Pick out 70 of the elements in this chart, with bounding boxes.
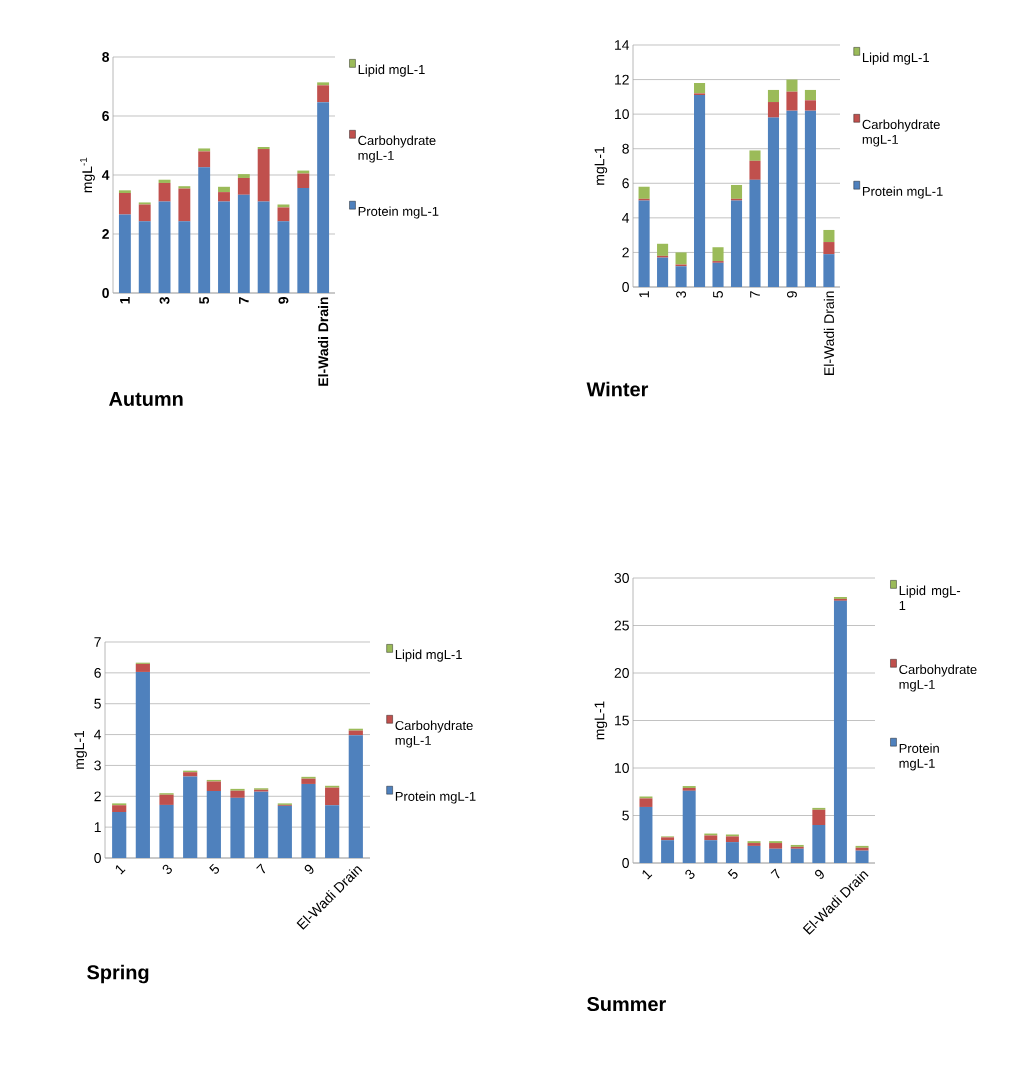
y-tick-label: 10	[615, 109, 629, 120]
x-tick-label: 7	[770, 868, 780, 879]
x-tick-label: 5	[727, 868, 738, 879]
x-tick-label: 9	[304, 864, 314, 874]
y-tick-label: 5	[94, 698, 101, 709]
x-tick-label: 3	[162, 864, 172, 874]
legend-label: Protein mgL-1	[899, 743, 939, 771]
x-tick-label: 7	[750, 291, 760, 298]
legend-label: Carbohydrate mgL-1	[899, 664, 977, 692]
y-tick-label: 25	[614, 620, 629, 631]
y-tick-label: 7	[94, 637, 101, 647]
legend-label: Carbohydrate mgL-1	[358, 135, 436, 163]
y-tick-label: 0	[622, 282, 629, 292]
x-tick-label: 1	[642, 870, 653, 880]
x-tick-label: 5	[199, 296, 210, 304]
y-tick-label: 4	[622, 213, 630, 223]
y-tick-label: 0	[102, 288, 109, 298]
y-tick-label: 2	[94, 791, 101, 802]
y-tick-label: 2	[622, 247, 629, 258]
text: Winter	[586, 381, 649, 397]
legend-label: Lipid mgL-1	[395, 649, 462, 662]
x-tick-label: 7	[239, 297, 249, 304]
y-tick-label: 8	[102, 52, 110, 62]
legend-label: Carbohydrate mgL-1	[862, 119, 940, 147]
y-tick-label: 2	[102, 229, 109, 239]
y-tick-label: 8	[622, 143, 629, 154]
y-tick-label: 30	[614, 573, 629, 583]
x-tick-label: 5	[209, 863, 220, 874]
x-tick-label: El-Wadi Drain	[317, 297, 329, 386]
legend-label: Carbohydrate mgL-1	[395, 720, 473, 748]
x-tick-label: 5	[713, 291, 723, 298]
x-tick-label: 9	[815, 869, 824, 879]
x-tick-label: 3	[685, 869, 695, 879]
y-axis-title: mgL$^{-1}$	[80, 157, 95, 193]
x-tick-label: 9	[278, 297, 289, 304]
y-tick-label: 6	[622, 178, 629, 189]
y-axis-title: mgL-1	[74, 730, 87, 769]
legend-label: Lipid mgL-1	[899, 585, 961, 610]
y-tick-label: 4	[94, 729, 102, 740]
text: Spring	[87, 964, 149, 984]
y-tick-label: 10	[615, 763, 629, 773]
y-tick-label: 0	[94, 853, 101, 863]
x-tick-label: 9	[787, 291, 797, 298]
x-tick-label: 3	[159, 297, 170, 304]
y-tick-label: 3	[94, 760, 101, 771]
y-tick-label: 0	[622, 858, 629, 868]
y-tick-label: 4	[101, 170, 110, 180]
y-tick-label: 6	[102, 111, 109, 121]
x-tick-label: 1	[639, 291, 649, 298]
y-tick-label: 15	[615, 715, 629, 726]
y-tick-label: 5	[622, 810, 629, 821]
legend-label: Lipid mgL-1	[358, 64, 425, 77]
y-axis-title: mgL-1	[594, 701, 608, 740]
legend-label: Protein mgL-1	[358, 206, 439, 219]
x-tick-label: 3	[676, 291, 686, 298]
text: Summer	[587, 996, 666, 1012]
y-tick-label: 14	[615, 40, 630, 50]
legend-label: Lipid mgL-1	[862, 52, 929, 65]
y-tick-label: 6	[94, 667, 101, 678]
legend-label: Protein mgL-1	[395, 791, 476, 804]
x-tick-label: 7	[256, 863, 266, 874]
y-tick-label: 20	[614, 668, 629, 678]
x-tick-label: 1	[115, 865, 126, 875]
y-tick-label: 12	[615, 74, 629, 85]
y-tick-label: 1	[94, 822, 101, 832]
x-tick-label: El-Wadi Drain	[823, 291, 835, 375]
legend-label: Protein mgL-1	[862, 186, 943, 199]
text: Autumn	[109, 392, 183, 406]
x-tick-label: 1	[120, 296, 130, 304]
y-axis-title: mgL-1	[594, 146, 608, 185]
